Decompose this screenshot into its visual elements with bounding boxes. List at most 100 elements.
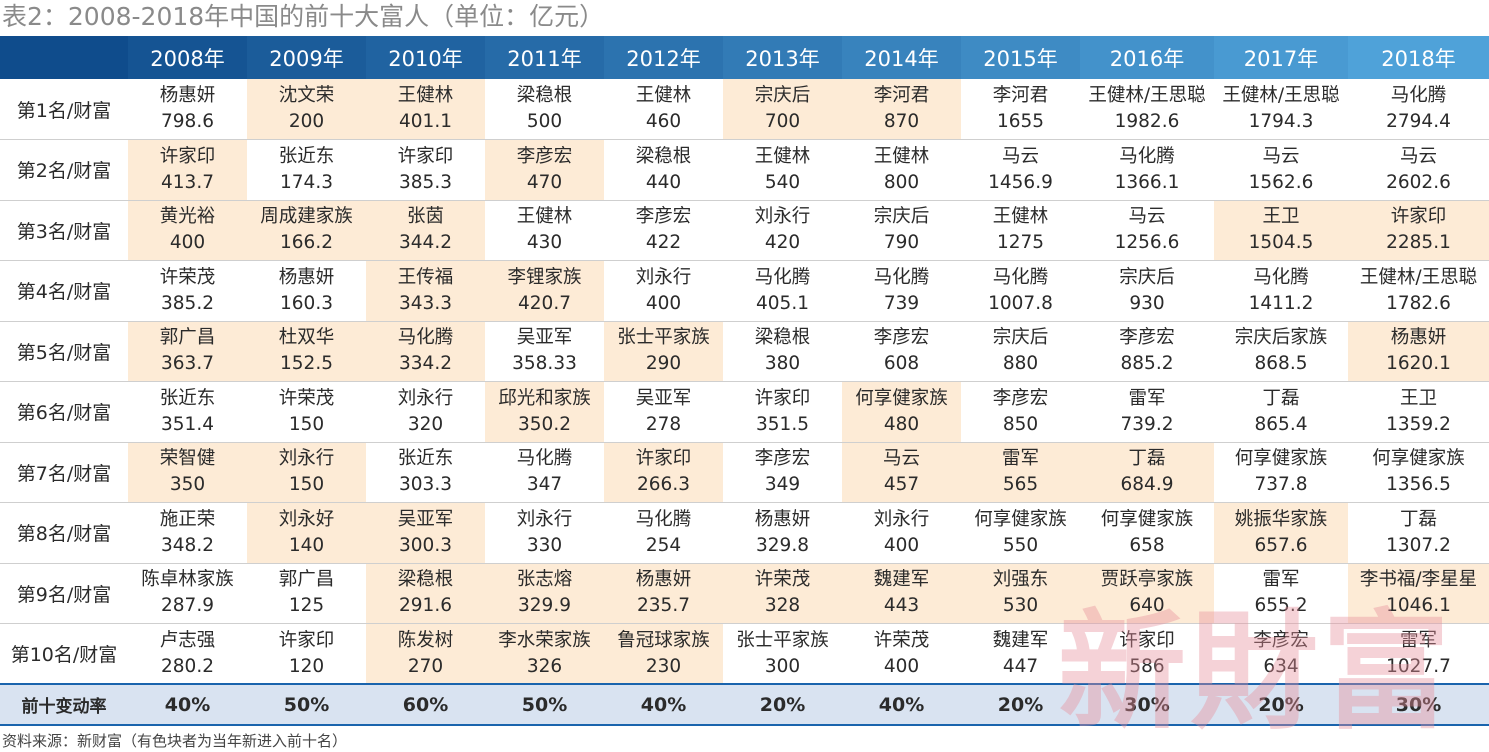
new-entry-cell: 许家印 413.7 <box>128 139 247 201</box>
person-name: 王卫 <box>1399 387 1437 409</box>
person-name: 雷军 <box>1399 629 1437 651</box>
table-cell: 马化腾 1007.8 <box>961 260 1080 322</box>
table-cell: 宗庆后 880 <box>961 321 1080 382</box>
wealth-value: 1456.9 <box>988 171 1053 193</box>
person-name: 魏建军 <box>873 569 930 591</box>
wealth-value: 586 <box>1129 655 1165 677</box>
table-row: 第8名/财富 施正荣 348.2 刘永好 140 吴亚军 300.3 刘永行 330 马化腾 254… <box>0 502 1489 564</box>
wealth-value: 300.3 <box>399 534 452 556</box>
person-name: 张近东 <box>278 145 335 167</box>
person-name: 李锂家族 <box>507 266 582 288</box>
person-name: 马云 <box>1128 206 1166 228</box>
person-name: 许家印 <box>1390 206 1447 228</box>
change-rate-row: 前十变动率 40% 50% 60% 50% 40% 20% 40% 20% 30% 20% 30% <box>0 683 1489 726</box>
wealth-value: 320 <box>407 413 444 435</box>
person-name: 李彦宏 <box>873 327 930 349</box>
table-cell: 许家印 586 <box>1080 623 1214 685</box>
person-name: 许荣茂 <box>873 629 930 651</box>
wealth-value: 447 <box>1002 655 1039 677</box>
rank-label: 第8名/财富 <box>0 502 128 564</box>
new-entry-cell: 李锂家族 420.7 <box>485 260 604 322</box>
person-name: 王健林/王思聪 <box>1222 85 1340 106</box>
person-name: 鲁冠球家族 <box>617 629 710 651</box>
wealth-value: 348.2 <box>161 534 214 556</box>
wealth-value: 254 <box>645 534 682 556</box>
person-name: 魏建军 <box>992 629 1049 651</box>
year-header: 2011年 <box>485 36 604 79</box>
table-cell: 王健林/王思聪 1782.6 <box>1348 260 1489 322</box>
table-cell: 许家印 120 <box>247 623 366 685</box>
table-cell: 马化腾 739 <box>842 260 961 322</box>
person-name: 张茵 <box>406 206 444 228</box>
person-name: 郭广昌 <box>159 327 216 349</box>
rank-label: 第9名/财富 <box>0 563 128 624</box>
person-name: 梁稳根 <box>397 569 454 591</box>
wealth-value: 385.2 <box>161 292 214 314</box>
person-name: 张士平家族 <box>736 629 829 651</box>
person-name: 宗庆后 <box>1119 266 1175 288</box>
table-cell: 陈卓林家族 287.9 <box>128 563 247 624</box>
change-rate-value: 50% <box>247 683 366 726</box>
person-name: 雷军 <box>1128 387 1166 409</box>
new-entry-cell: 许家印 266.3 <box>604 442 723 503</box>
table-cell: 梁稳根 440 <box>604 139 723 201</box>
person-name: 刘强东 <box>992 569 1049 591</box>
rank-label: 第7名/财富 <box>0 442 128 503</box>
table-cell: 何享健家族 737.8 <box>1214 442 1348 503</box>
change-rate-value: 50% <box>485 683 604 726</box>
wealth-value: 344.2 <box>399 232 452 254</box>
wealth-value: 739 <box>883 292 920 314</box>
wealth-value: 303.3 <box>399 474 452 496</box>
table-cell: 李彦宏 608 <box>842 321 961 382</box>
wealth-value: 1256.6 <box>1114 232 1180 254</box>
wealth-value: 790 <box>883 232 920 254</box>
person-name: 姚振华家族 <box>1234 508 1328 530</box>
wealth-value: 865.4 <box>1254 413 1308 435</box>
wealth-value: 400 <box>169 232 206 254</box>
wealth-value: 1275 <box>996 232 1045 254</box>
wealth-value: 334.2 <box>399 353 452 375</box>
person-name: 卢志强 <box>159 629 216 651</box>
wealth-value: 140 <box>288 534 325 556</box>
table-cell: 许荣茂 150 <box>247 381 366 443</box>
table-cell: 马化腾 1411.2 <box>1214 260 1348 322</box>
new-entry-cell: 张志熔 329.9 <box>485 563 604 624</box>
table-cell: 王健林 800 <box>842 139 961 201</box>
person-name: 许家印 <box>397 145 454 167</box>
new-entry-cell: 张士平家族 290 <box>604 321 723 382</box>
table-cell: 王健林 1275 <box>961 200 1080 261</box>
person-name: 梁稳根 <box>516 85 573 106</box>
person-name: 杨惠妍 <box>159 85 216 106</box>
table-row: 第2名/财富 许家印 413.7 张近东 174.3 许家印 385.3 李彦宏 470 梁稳根 4… <box>0 139 1489 201</box>
wealth-value: 328 <box>764 595 801 617</box>
wealth-value: 351.4 <box>161 413 214 435</box>
table-cell: 李彦宏 349 <box>723 442 842 503</box>
table-cell: 雷军 739.2 <box>1080 381 1214 443</box>
wealth-value: 870 <box>883 111 920 132</box>
year-header: 2009年 <box>247 36 366 79</box>
table-cell: 何享健家族 658 <box>1080 502 1214 564</box>
wealth-value: 329.9 <box>518 595 571 617</box>
table-cell: 马云 1456.9 <box>961 139 1080 201</box>
person-name: 陈发树 <box>397 629 454 651</box>
new-entry-cell: 李河君 870 <box>842 79 961 140</box>
table-row: 第9名/财富 陈卓林家族 287.9 郭广昌 125 梁稳根 291.6 张志熔 329.9 杨惠… <box>0 563 1489 624</box>
person-name: 杨惠妍 <box>754 508 811 530</box>
table-cell: 马云 1562.6 <box>1214 139 1348 201</box>
wealth-value: 1620.1 <box>1386 353 1451 375</box>
table-cell: 王健林 540 <box>723 139 842 201</box>
person-name: 王卫 <box>1262 206 1300 228</box>
wealth-value: 300 <box>764 655 801 677</box>
new-entry-cell: 贾跃亭家族 640 <box>1080 563 1214 624</box>
table-cell: 张近东 174.3 <box>247 139 366 201</box>
wealth-value: 290 <box>645 353 682 375</box>
table-cell: 杨惠妍 329.8 <box>723 502 842 564</box>
wealth-value: 1562.6 <box>1248 171 1314 193</box>
wealth-value: 278 <box>645 413 682 435</box>
person-name: 梁稳根 <box>754 327 811 349</box>
table-row: 第4名/财富 许荣茂 385.2 杨惠妍 160.3 王传福 343.3 李锂家族 420.7 刘… <box>0 260 1489 322</box>
wealth-value: 460 <box>645 111 682 132</box>
wealth-value: 868.5 <box>1254 353 1308 375</box>
table-cell: 杨惠妍 798.6 <box>128 79 247 140</box>
wealth-value: 737.8 <box>1254 474 1308 496</box>
